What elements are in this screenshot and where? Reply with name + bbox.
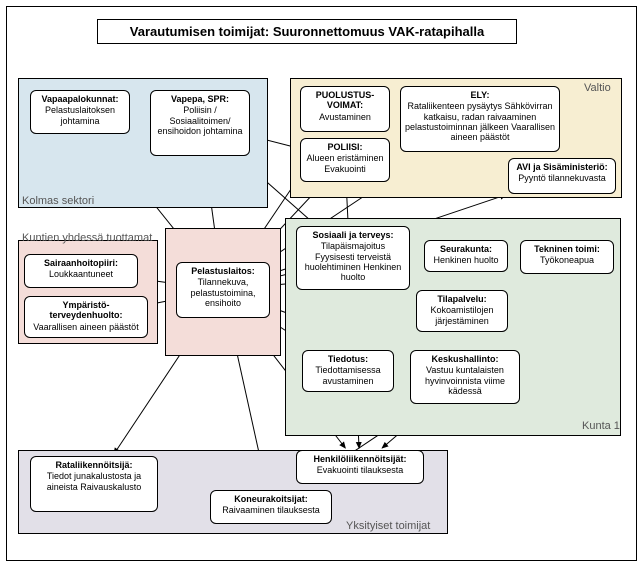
node-body-vapaapalo: Pelastuslaitoksen johtamina	[45, 105, 115, 125]
node-body-pelast: Tilannekuva, pelastustoimina, ensihoito	[190, 277, 255, 308]
node-title-avi: AVI ja Sisäministeriö:	[513, 162, 611, 172]
node-body-sair: Loukkaantuneet	[49, 269, 113, 279]
node-tied: Tiedotus:Tiedottamisessa avustaminen	[302, 350, 394, 392]
node-title-kesk: Keskushallinto:	[415, 354, 515, 364]
node-body-avi: Pyyntö tilannekuvasta	[518, 173, 606, 183]
node-title-henk: Henkilöliikennöitsijät:	[301, 454, 419, 464]
node-avi: AVI ja Sisäministeriö:Pyyntö tilannekuva…	[508, 158, 616, 194]
node-poliisi: POLIISI:Alueen eristäminen Evakuointi	[300, 138, 390, 182]
node-body-poliisi: Alueen eristäminen Evakuointi	[306, 153, 383, 173]
node-title-sote: Sosiaali ja terveys:	[301, 230, 405, 240]
node-rata: Rataliikennöitsijä:Tiedot junakalustosta…	[30, 456, 158, 512]
node-vapaapalo: Vapaapalokunnat:Pelastuslaitoksen johtam…	[30, 90, 130, 134]
node-title-poliisi: POLIISI:	[305, 142, 385, 152]
node-seura: Seurakunta:Henkinen huolto	[424, 240, 508, 272]
node-title-vapepa: Vapepa, SPR:	[155, 94, 245, 104]
node-body-tekn: Työkoneapua	[540, 255, 594, 265]
node-body-tila: Kokoamistilojen järjestäminen	[430, 305, 493, 325]
node-title-pelast: Pelastuslaitos:	[181, 266, 265, 276]
node-title-rata: Rataliikennöitsijä:	[35, 460, 153, 470]
node-title-vapaapalo: Vapaapalokunnat:	[35, 94, 125, 104]
sector-label-valtio: Valtio	[584, 82, 611, 94]
node-sair: Sairaanhoitopiiri:Loukkaantuneet	[24, 254, 138, 288]
node-title-ely: ELY:	[405, 90, 555, 100]
node-henk: Henkilöliikennöitsijät:Evakuointi tilauk…	[296, 450, 424, 484]
node-kone: Koneurakoitsijat:Raivaaminen tilauksesta	[210, 490, 332, 524]
node-body-puolustus: Avustaminen	[319, 112, 371, 122]
node-title-tied: Tiedotus:	[307, 354, 389, 364]
node-tila: Tilapalvelu:Kokoamistilojen järjestämine…	[416, 290, 508, 332]
node-body-henk: Evakuointi tilauksesta	[317, 465, 404, 475]
sector-label-kuntien: Kuntien yhdessä tuottamat	[22, 232, 152, 244]
node-title-sair: Sairaanhoitopiiri:	[29, 258, 133, 268]
node-body-seura: Henkinen huolto	[433, 255, 498, 265]
sector-label-kunta1: Kunta 1	[582, 420, 620, 432]
sector-label-yksity: Yksityiset toimijat	[346, 520, 430, 532]
node-body-kesk: Vastuu kuntalaisten hyvinvoinnista viime…	[425, 365, 505, 396]
node-title-tila: Tilapalvelu:	[421, 294, 503, 304]
node-body-sote: Tilapäismajoitus Fyysisesti terveistä hu…	[305, 241, 402, 282]
node-ymp: Ympäristö-terveydenhuolto:Vaarallisen ai…	[24, 296, 148, 338]
node-title-ymp: Ympäristö-terveydenhuolto:	[29, 300, 143, 321]
node-puolustus: PUOLUSTUS-VOIMAT:Avustaminen	[300, 86, 390, 132]
node-kesk: Keskushallinto:Vastuu kuntalaisten hyvin…	[410, 350, 520, 404]
node-pelast: Pelastuslaitos:Tilannekuva, pelastustoim…	[176, 262, 270, 318]
node-title-kone: Koneurakoitsijat:	[215, 494, 327, 504]
node-title-seura: Seurakunta:	[429, 244, 503, 254]
node-title-puolustus: PUOLUSTUS-VOIMAT:	[305, 90, 385, 111]
node-body-rata: Tiedot junakalustosta ja aineista Raivau…	[47, 471, 142, 491]
node-title-tekn: Tekninen toimi:	[525, 244, 609, 254]
node-body-ely: Rataliikenteen pysäytys Sähkövirran katk…	[405, 101, 555, 142]
node-body-vapepa: Poliisin / Sosiaalitoimen/ ensihoidon jo…	[157, 105, 242, 136]
sector-label-kolmas: Kolmas sektori	[22, 195, 94, 207]
node-body-tied: Tiedottamisessa avustaminen	[315, 365, 380, 385]
node-vapepa: Vapepa, SPR:Poliisin / Sosiaalitoimen/ e…	[150, 90, 250, 156]
node-tekn: Tekninen toimi:Työkoneapua	[520, 240, 614, 274]
node-body-kone: Raivaaminen tilauksesta	[222, 505, 320, 515]
node-body-ymp: Vaarallisen aineen päästöt	[33, 322, 138, 332]
node-ely: ELY:Rataliikenteen pysäytys Sähkövirran …	[400, 86, 560, 152]
node-sote: Sosiaali ja terveys:Tilapäismajoitus Fyy…	[296, 226, 410, 290]
